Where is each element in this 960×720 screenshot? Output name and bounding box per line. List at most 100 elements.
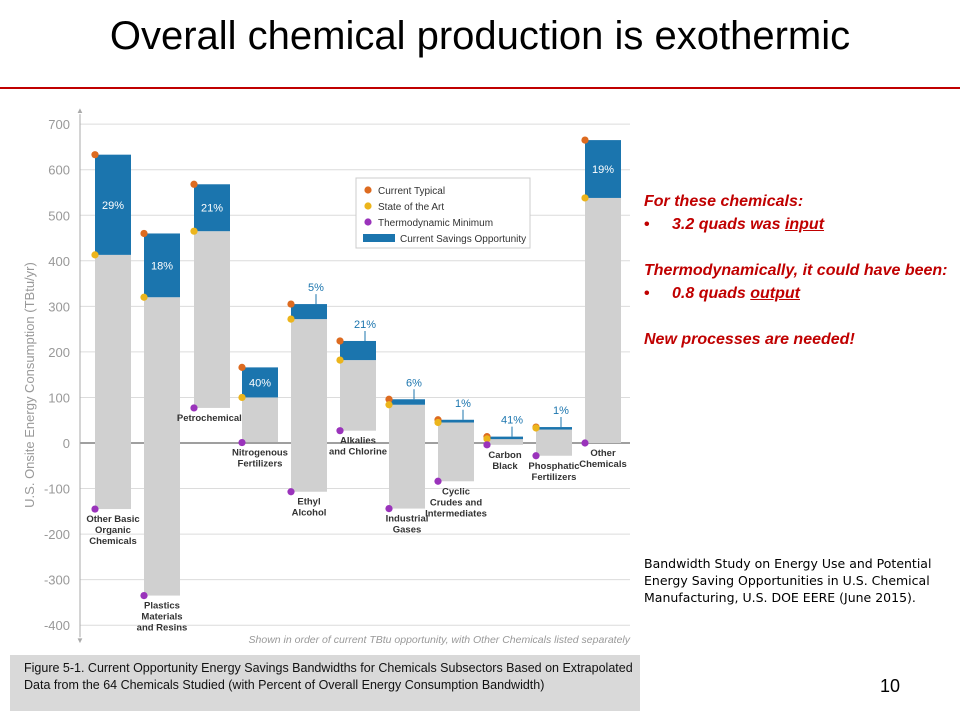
legend-marker xyxy=(364,218,372,226)
category-label: Crudes and xyxy=(430,497,482,508)
thermo-min-dot xyxy=(287,488,295,496)
state-of-art-dot xyxy=(483,435,491,443)
energy-bandwidth-chart: 700 600 500 400 300 200 100 0 -100 -200 -300 -400 ▲ ▼… xyxy=(22,106,631,646)
y-tick-label: 400 xyxy=(48,254,70,269)
page-number: 10 xyxy=(879,676,901,696)
savings-pct-label: 40% xyxy=(249,377,271,389)
current-typical-dot xyxy=(581,136,589,144)
y-tick-label: 0 xyxy=(63,436,70,451)
current-typical-dot xyxy=(238,363,246,371)
legend-label: Thermodynamic Minimum xyxy=(378,218,493,229)
legend-label: State of the Art xyxy=(378,202,444,213)
savings-pct-label: 21% xyxy=(354,319,376,331)
y-tick-label: 300 xyxy=(48,299,70,314)
y-tick-label: -100 xyxy=(44,482,70,497)
note-heading: For these chemicals: xyxy=(644,193,804,210)
remaining-bar xyxy=(487,438,523,445)
note-conclusion: New processes are needed! xyxy=(644,331,855,348)
legend-label: Current Savings Opportunity xyxy=(400,234,526,245)
thermo-min-dot xyxy=(336,427,344,435)
category-label: Carbon xyxy=(488,450,521,461)
savings-pct-label: 41% xyxy=(501,415,523,427)
savings-bar xyxy=(291,304,327,320)
citation: Bandwidth Study on Energy Use and Potent… xyxy=(644,556,932,605)
savings-pct-label: 1% xyxy=(455,398,471,410)
remaining-bar xyxy=(340,360,376,431)
current-typical-dot xyxy=(140,229,148,238)
chart-footnote: Shown in order of current TBtu opportuni… xyxy=(249,634,631,646)
legend-swatch-savings xyxy=(363,234,395,242)
thermo-min-dot xyxy=(91,505,99,513)
state-of-art-dot xyxy=(385,401,393,409)
category-label: Ethyl xyxy=(297,497,320,508)
state-of-art-dot xyxy=(190,227,198,235)
thermo-min-dot xyxy=(140,591,148,600)
remaining-bar xyxy=(95,254,131,510)
thermo-min-dot xyxy=(238,438,246,447)
y-axis-label: U.S. Onsite Energy Consumption (TBtu/yr) xyxy=(22,262,37,508)
state-of-art-dot xyxy=(581,194,589,202)
state-of-art-dot xyxy=(532,424,540,432)
category-label: Gases xyxy=(393,525,422,536)
thermo-min-dot xyxy=(581,439,589,447)
figure-caption-box xyxy=(10,655,640,711)
note-bullet-output-text: 0.8 quads xyxy=(672,285,751,302)
y-tick-label: -400 xyxy=(44,618,70,633)
state-of-art-dot xyxy=(140,293,148,301)
remaining-bar xyxy=(536,427,572,456)
category-label: Intermediates xyxy=(425,508,487,519)
savings-bar xyxy=(95,154,131,255)
current-typical-dot xyxy=(287,300,295,308)
current-typical-dot xyxy=(190,180,198,188)
note-output-word: output xyxy=(750,285,800,302)
note-bullet-input-text: 3.2 quads was xyxy=(672,216,785,233)
legend-marker xyxy=(364,202,372,210)
category-label: Fertilizers xyxy=(238,459,283,470)
thermo-min-dot xyxy=(190,404,198,412)
state-of-art-dot xyxy=(238,393,246,402)
category-label: Other Basic xyxy=(86,514,139,525)
y-tick-label: 500 xyxy=(48,208,70,223)
y-tick-label: 600 xyxy=(48,163,70,178)
y-tick-label: 200 xyxy=(48,345,70,360)
state-of-art-dot xyxy=(336,356,344,364)
savings-bar xyxy=(585,140,621,198)
bullet-icon: • xyxy=(644,285,650,302)
category-label: Industrial xyxy=(386,514,429,525)
savings-pct-label: 19% xyxy=(592,164,614,176)
savings-pct-label: 21% xyxy=(201,203,223,215)
category-label: Fertilizers xyxy=(532,472,577,483)
thermo-min-dot xyxy=(532,452,540,460)
category-label: Alkalies xyxy=(340,436,376,447)
current-typical-dot xyxy=(385,395,393,403)
current-typical-dot xyxy=(91,151,99,159)
note-bullet-output: • 0.8 quads output xyxy=(644,282,954,305)
category-label: and Resins xyxy=(137,623,188,634)
remaining-bar xyxy=(389,404,425,509)
category-label: Chemicals xyxy=(89,536,137,547)
remaining-bar xyxy=(242,397,278,443)
y-tick-label: -300 xyxy=(44,573,70,588)
bullet-icon: • xyxy=(644,216,650,233)
note-bullet-input: • 3.2 quads was input xyxy=(644,213,954,236)
state-of-art-dot xyxy=(287,315,295,323)
category-label: Petrochemicals xyxy=(177,413,247,424)
category-label: Alcohol xyxy=(292,508,327,519)
category-label: Other xyxy=(590,448,616,459)
remaining-bar xyxy=(194,231,230,408)
savings-pct-label: 5% xyxy=(308,282,324,294)
remaining-bar xyxy=(291,319,327,492)
savings-bar xyxy=(536,427,572,430)
category-label: Chemicals xyxy=(579,459,627,470)
category-label: and Chlorine xyxy=(329,447,387,458)
savings-bar xyxy=(194,184,230,232)
category-label: Nitrogenous xyxy=(232,448,288,459)
remaining-bar xyxy=(144,297,180,596)
figure-caption: Figure 5-1. Current Opportunity Energy S… xyxy=(24,660,634,694)
thermo-min-dot xyxy=(483,441,491,449)
y-tick-label: 700 xyxy=(48,117,70,132)
category-label: Plastics xyxy=(144,601,180,612)
title-rule xyxy=(0,87,960,89)
axis-arrow-down-icon: ▼ xyxy=(76,636,84,645)
category-label: Organic xyxy=(95,525,131,536)
